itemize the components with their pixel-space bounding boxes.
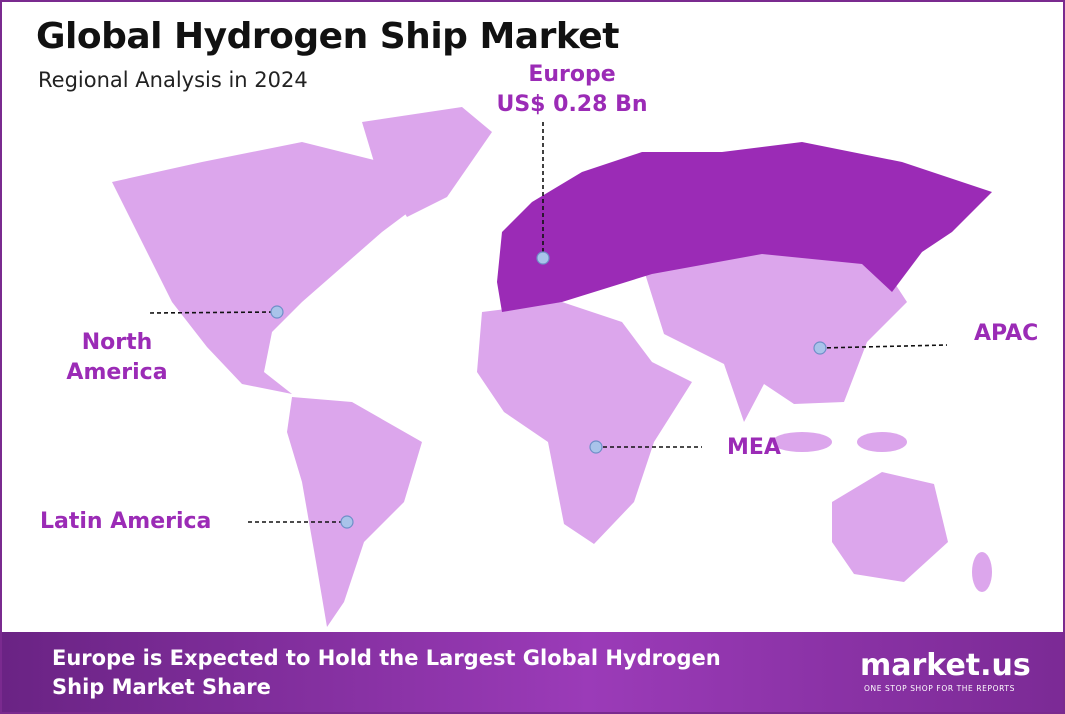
region-dot xyxy=(536,251,550,265)
brand: market.us xyxy=(860,648,1031,683)
subtitle: Regional Analysis in 2024 xyxy=(38,68,308,92)
continents xyxy=(112,107,992,627)
region-dot xyxy=(589,440,603,454)
leader-line xyxy=(149,311,278,314)
region-dot xyxy=(813,341,827,355)
africa xyxy=(477,302,692,544)
footer-band: Europe is Expected to Hold the Largest G… xyxy=(2,632,1063,712)
region-label: Europe xyxy=(528,62,616,87)
region-dots xyxy=(270,251,827,529)
island xyxy=(972,552,992,592)
island xyxy=(772,432,832,452)
leader-line xyxy=(819,344,948,349)
region-label: MEA xyxy=(727,435,781,460)
greenland xyxy=(362,107,492,217)
footer-text: Europe is Expected to Hold the Largest G… xyxy=(52,646,721,699)
asia xyxy=(642,244,907,422)
title: Global Hydrogen Ship Market xyxy=(36,16,619,57)
north-america xyxy=(112,142,422,394)
region-label: Latin America xyxy=(40,509,212,534)
leader-lines xyxy=(149,122,948,523)
island xyxy=(857,432,907,452)
region-value: US$ 0.28 Bn xyxy=(496,92,648,117)
europe-russia xyxy=(497,142,992,312)
australia xyxy=(832,472,948,582)
tagline: ONE STOP SHOP FOR THE REPORTS xyxy=(864,684,1015,693)
south-america xyxy=(287,397,422,627)
region-label: APAC xyxy=(974,321,1039,346)
world-map xyxy=(112,107,992,627)
region-dot xyxy=(340,515,354,529)
region-dot xyxy=(270,305,284,319)
region-label: North America xyxy=(66,330,168,385)
